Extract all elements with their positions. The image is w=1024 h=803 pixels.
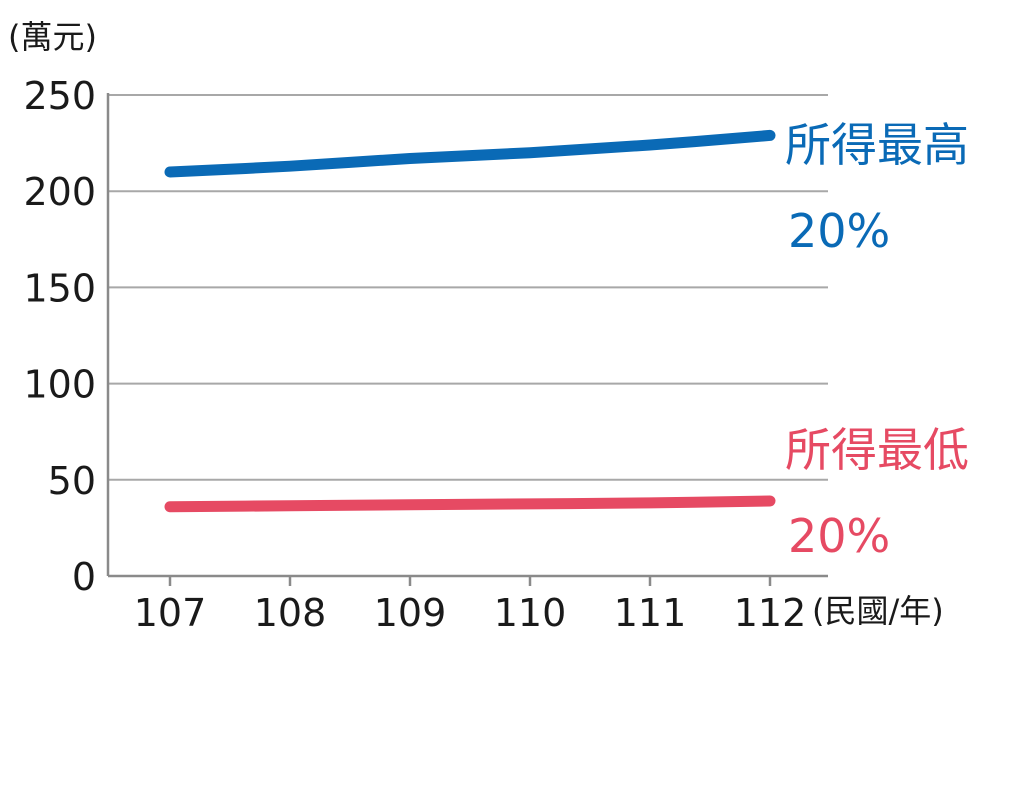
x-tick-label-110: 110	[494, 591, 567, 635]
series-labels: 所得最高 20% 所得最低 20%	[785, 118, 969, 563]
series-label-0: 所得最高	[785, 118, 969, 172]
y-tick-label-0: 0	[72, 555, 96, 599]
series-lines	[164, 129, 776, 513]
y-tick-label-150: 150	[23, 266, 96, 310]
series-label-1: 所得最低	[785, 423, 969, 477]
y-tick-label-100: 100	[23, 363, 96, 407]
x-tick-label-111: 111	[614, 591, 687, 635]
y-tick-labels: 0 50 100 150 200 250	[23, 74, 96, 599]
y-tick-label-250: 250	[23, 74, 96, 118]
series-label-pct-0: 20%	[788, 204, 890, 258]
x-tick-label-112: 112	[734, 591, 807, 635]
grid-lines	[108, 94, 828, 481]
x-tick-labels: 107 108 109 110 111 112	[134, 576, 807, 635]
series-line-1	[164, 495, 776, 513]
x-tick-label-107: 107	[134, 591, 207, 635]
x-axis-unit: (民國/年)	[812, 592, 944, 630]
axes	[106, 93, 828, 578]
series-label-pct-1: 20%	[788, 509, 890, 563]
y-tick-label-200: 200	[23, 170, 96, 214]
x-tick-label-108: 108	[254, 591, 327, 635]
y-tick-label-50: 50	[48, 459, 96, 503]
x-tick-label-109: 109	[374, 591, 447, 635]
y-axis-unit: (萬元)	[8, 18, 97, 56]
series-line-0	[164, 129, 776, 178]
